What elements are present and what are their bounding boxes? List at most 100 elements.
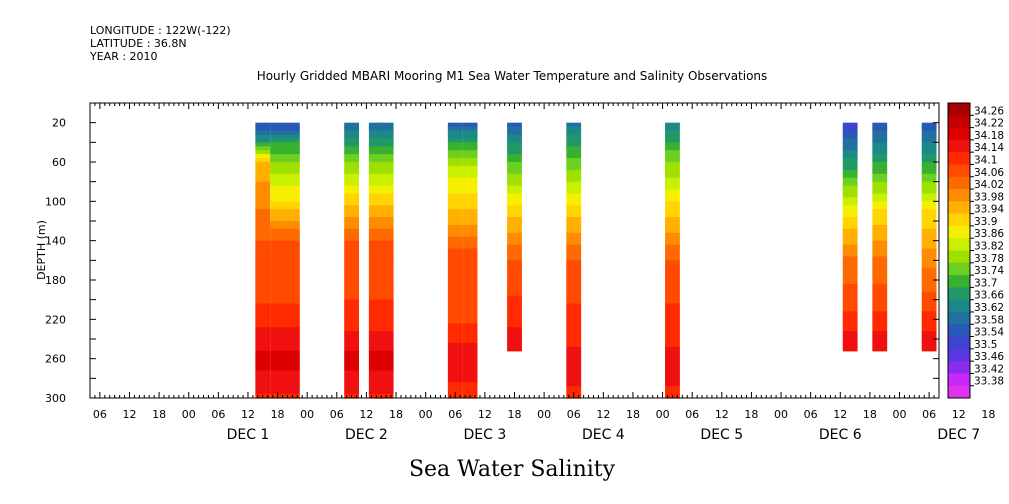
salinity-cell	[921, 213, 937, 218]
salinity-cell	[462, 217, 478, 222]
salinity-cell	[344, 335, 360, 340]
salinity-cell	[921, 342, 937, 348]
salinity-cell	[507, 126, 522, 132]
salinity-cell	[921, 339, 937, 344]
salinity-cell	[270, 185, 285, 191]
salinity-cell	[255, 362, 271, 368]
salinity-cell	[284, 303, 300, 309]
salinity-cell	[378, 287, 394, 293]
x-hour-label: 18	[271, 408, 285, 421]
colorbar: 34.2634.2234.1834.1434.134.0634.0233.983…	[947, 102, 1004, 399]
salinity-cell	[842, 185, 858, 191]
salinity-cell	[447, 162, 463, 167]
profile-layer	[255, 122, 937, 399]
salinity-cell	[447, 224, 463, 230]
salinity-cell	[462, 315, 478, 320]
salinity-cell	[368, 382, 384, 387]
x-day-label: DEC 4	[582, 427, 625, 443]
salinity-cell	[344, 350, 360, 356]
salinity-cell	[378, 142, 394, 147]
salinity-cell	[566, 287, 582, 293]
salinity-cell	[368, 291, 384, 297]
salinity-cell	[284, 138, 300, 143]
profile-column	[872, 122, 888, 352]
x-hour-label: 00	[537, 408, 551, 421]
salinity-cell	[665, 197, 680, 202]
salinity-cell	[270, 252, 285, 257]
salinity-cell	[270, 319, 285, 324]
salinity-cell	[378, 256, 394, 261]
salinity-cell	[284, 327, 300, 332]
salinity-cell	[255, 268, 271, 273]
salinity-cell	[462, 169, 478, 175]
salinity-cell	[566, 362, 582, 368]
salinity-cell	[921, 173, 937, 179]
salinity-cell	[284, 244, 300, 250]
salinity-cell	[344, 362, 360, 368]
salinity-cell	[378, 378, 394, 383]
salinity-cell	[270, 362, 285, 368]
x-hour-label: 00	[774, 408, 788, 421]
salinity-cell	[344, 291, 360, 297]
salinity-cell	[462, 319, 478, 324]
salinity-cell	[462, 165, 478, 171]
salinity-cell	[378, 248, 394, 254]
salinity-cell	[566, 370, 582, 375]
salinity-cell	[507, 173, 522, 179]
salinity-cell	[255, 299, 271, 305]
salinity-cell	[368, 315, 384, 320]
salinity-cell	[368, 390, 384, 395]
latitude-label: LATITUDE : 36.8N	[90, 37, 187, 50]
salinity-cell	[270, 122, 285, 128]
salinity-cell	[378, 228, 394, 234]
salinity-cell	[447, 185, 463, 191]
salinity-cell	[270, 370, 285, 375]
x-hour-label: 06	[330, 408, 344, 421]
salinity-cell	[921, 335, 937, 340]
salinity-cell	[255, 122, 271, 128]
salinity-cell	[842, 256, 858, 261]
x-hour-label: 00	[182, 408, 196, 421]
salinity-cell	[507, 217, 522, 222]
salinity-cell	[447, 366, 463, 372]
salinity-cell	[665, 173, 680, 179]
salinity-cell	[284, 236, 300, 242]
salinity-cell	[255, 354, 271, 360]
salinity-cell	[447, 283, 463, 289]
salinity-cell	[344, 146, 360, 151]
salinity-cell	[842, 287, 858, 293]
salinity-cell	[284, 181, 300, 187]
salinity-cell	[284, 221, 300, 226]
salinity-cell	[842, 295, 858, 301]
salinity-cell	[378, 252, 394, 257]
salinity-cell	[344, 315, 360, 320]
salinity-cell	[270, 165, 285, 171]
salinity-cell	[344, 197, 360, 202]
salinity-cell	[507, 331, 522, 336]
salinity-cell	[566, 213, 582, 218]
salinity-cell	[284, 213, 300, 218]
salinity-cell	[507, 185, 522, 191]
salinity-cell	[368, 378, 384, 383]
salinity-cell	[368, 240, 384, 246]
colorbar-label: 33.42	[974, 363, 1004, 375]
salinity-cell	[872, 323, 888, 328]
colorbar-swatch	[948, 361, 970, 374]
salinity-cell	[284, 224, 300, 230]
salinity-cell	[507, 130, 522, 136]
salinity-cell	[270, 150, 285, 155]
salinity-cell	[507, 276, 522, 281]
salinity-cell	[665, 276, 680, 281]
salinity-cell	[284, 146, 300, 151]
salinity-cell	[368, 248, 384, 254]
salinity-cell	[665, 193, 680, 198]
salinity-cell	[462, 221, 478, 226]
salinity-cell	[447, 299, 463, 305]
salinity-cell	[447, 217, 463, 222]
salinity-cell	[566, 299, 582, 305]
salinity-cell	[842, 169, 858, 175]
salinity-cell	[872, 169, 888, 175]
salinity-cell	[344, 205, 360, 210]
colorbar-swatch	[948, 287, 970, 301]
salinity-cell	[255, 346, 271, 352]
